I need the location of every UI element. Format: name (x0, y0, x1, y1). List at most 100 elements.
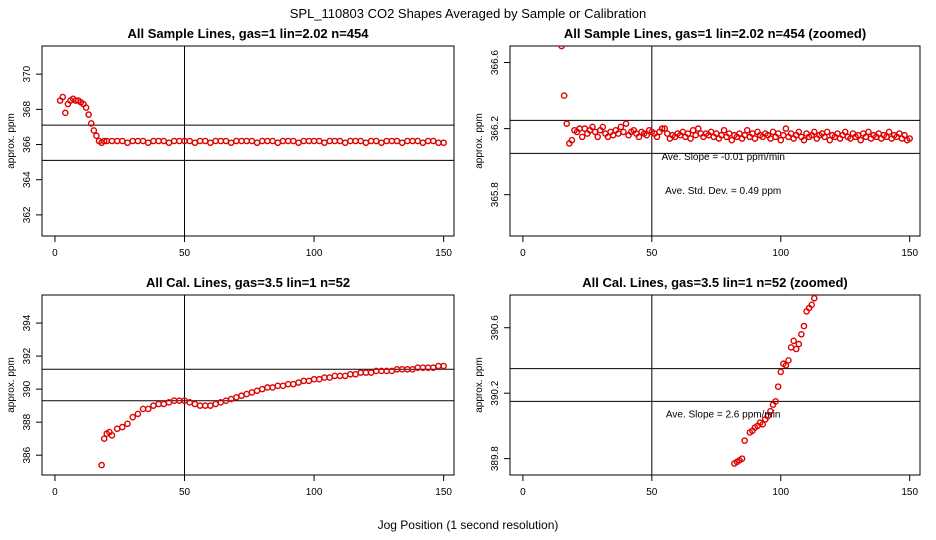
x-tick-label: 150 (901, 248, 918, 259)
data-point (253, 387, 261, 395)
data-point (129, 137, 136, 145)
data-point (599, 123, 607, 131)
data-point (398, 139, 406, 147)
data-point (269, 137, 276, 145)
data-point (222, 137, 230, 145)
figure-title: SPL_110803 CO2 Shapes Averaged by Sample… (290, 6, 647, 21)
data-point (800, 136, 808, 144)
data-point (212, 400, 219, 408)
data-point (90, 127, 98, 134)
data-point (692, 131, 699, 139)
data-point (274, 139, 282, 147)
data-point (687, 135, 694, 142)
data-point (826, 136, 834, 144)
y-tick-label: 389.8 (490, 446, 501, 471)
panels: All Sample Lines, gas=1 lin=2.02 n=454 0 5… (6, 26, 921, 498)
y-axis-label: approx. ppm (6, 113, 17, 169)
data-point (720, 126, 728, 134)
data-point (186, 137, 193, 145)
data-point (782, 362, 790, 369)
annotation: Ave. Slope = -0.01 ppm/min (661, 152, 785, 163)
data-point (810, 295, 818, 302)
data-point (191, 139, 199, 147)
y-tick-label: 394 (22, 314, 33, 331)
x-tick-label: 0 (520, 248, 526, 259)
data-point (792, 345, 800, 353)
data-point (233, 394, 240, 401)
data-points (98, 362, 447, 469)
data-point (347, 137, 354, 145)
data-point (777, 136, 785, 144)
data-point (248, 389, 256, 396)
data-point (620, 128, 627, 136)
data-point (196, 402, 204, 409)
figure-x-label: Jog Position (1 second resolution) (378, 518, 559, 532)
annotation: Ave. Slope = 2.6 ppm/min (666, 409, 781, 420)
data-point (321, 139, 328, 147)
data-point (300, 377, 308, 385)
data-point (435, 139, 442, 147)
data-point (738, 455, 746, 462)
data-point (326, 374, 333, 381)
data-point (367, 137, 375, 145)
data-point (643, 131, 650, 139)
data-point (653, 133, 661, 141)
data-point (201, 137, 209, 145)
data-point (233, 137, 240, 145)
data-point (357, 369, 365, 376)
data-point (331, 372, 339, 380)
panel-title: All Cal. Lines, gas=3.5 lin=1 n=52 (zoom… (582, 275, 848, 290)
data-point (790, 337, 797, 345)
data-point (341, 139, 349, 147)
data-point (201, 402, 209, 409)
data-point (435, 362, 442, 370)
data-point (767, 407, 774, 415)
data-point (264, 137, 271, 145)
data-point (124, 420, 131, 428)
data-point (901, 131, 908, 139)
x-tick-label: 150 (435, 248, 452, 259)
data-point (409, 137, 416, 145)
data-point (393, 137, 401, 145)
data-point (694, 125, 702, 132)
data-point (440, 139, 447, 147)
data-point (341, 372, 349, 380)
data-point (85, 111, 92, 118)
y-tick-label: 365.8 (490, 182, 501, 207)
data-point (139, 405, 147, 413)
data-point (238, 137, 245, 145)
data-point (269, 384, 276, 391)
data-point (429, 137, 437, 145)
data-point (243, 137, 251, 145)
data-points (731, 295, 818, 467)
data-point (622, 120, 630, 127)
chart-panel-4: All Cal. Lines, gas=3.5 lin=1 n=52 (zoom… (474, 275, 921, 498)
data-point (243, 390, 251, 398)
data-point (684, 130, 692, 137)
data-point (284, 380, 292, 388)
data-point (119, 423, 126, 431)
data-point (59, 93, 67, 101)
data-point (865, 128, 872, 136)
data-point (279, 382, 287, 390)
data-point (362, 369, 370, 376)
y-tick-label: 366.6 (490, 50, 501, 75)
data-point (82, 104, 90, 111)
data-point (741, 437, 748, 444)
data-point (774, 383, 782, 390)
y-tick-label: 368 (22, 101, 33, 118)
chart-panel-1: All Sample Lines, gas=1 lin=2.02 n=454 0 5… (6, 26, 455, 259)
data-point (87, 120, 95, 127)
data-point (795, 340, 803, 348)
x-tick-label: 100 (306, 248, 323, 259)
data-point (113, 425, 121, 433)
data-point (772, 398, 779, 405)
data-point (274, 382, 282, 390)
data-point (134, 137, 142, 145)
data-point (160, 137, 168, 145)
data-point (823, 128, 831, 136)
data-point (264, 384, 271, 391)
data-point (841, 128, 849, 136)
data-point (378, 139, 385, 147)
